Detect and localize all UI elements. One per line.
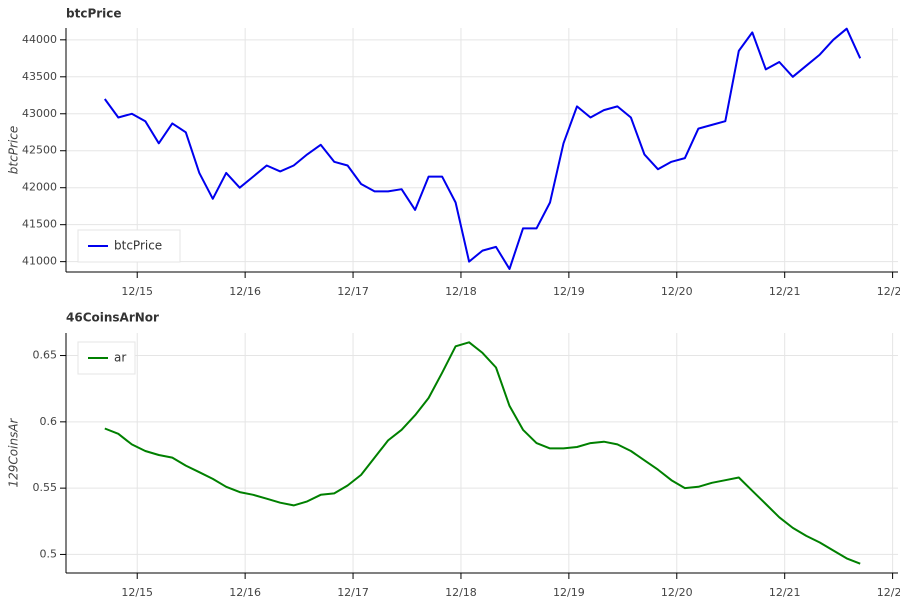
x-tick-label: 12/20 <box>661 586 693 599</box>
x-tick-label: 12/22 <box>877 586 900 599</box>
x-tick-label: 12/19 <box>553 285 585 298</box>
x-tick-label: 12/19 <box>553 586 585 599</box>
x-tick-label: 12/21 <box>769 586 801 599</box>
y-tick-label: 42000 <box>22 181 57 194</box>
x-tick-label: 12/17 <box>337 285 369 298</box>
x-tick-label: 12/16 <box>229 285 261 298</box>
y-tick-label: 42500 <box>22 144 57 157</box>
series-line <box>104 341 861 565</box>
y-tick-label: 43000 <box>22 107 57 120</box>
y-tick-label: 0.65 <box>33 349 58 362</box>
y-axis-label: 129CoinsAr <box>7 417 21 487</box>
legend-label: ar <box>114 351 126 365</box>
y-axis-label: btcPrice <box>7 126 21 174</box>
chart-title: btcPrice <box>66 7 122 21</box>
x-tick-label: 12/15 <box>121 285 153 298</box>
series-line <box>103 27 862 270</box>
y-tick-label: 41000 <box>22 255 57 268</box>
chart-title: 46CoinsArNor <box>66 311 159 325</box>
x-tick-label: 12/15 <box>121 586 153 599</box>
x-tick-label: 12/16 <box>229 586 261 599</box>
y-tick-label: 0.55 <box>33 481 58 494</box>
x-tick-label: 12/22 <box>877 285 900 298</box>
legend-label: btcPrice <box>114 239 162 253</box>
y-tick-label: 0.6 <box>40 415 58 428</box>
y-tick-label: 43500 <box>22 70 57 83</box>
x-tick-label: 12/21 <box>769 285 801 298</box>
y-tick-label: 41500 <box>22 218 57 231</box>
x-tick-label: 12/20 <box>661 285 693 298</box>
x-tick-label: 12/18 <box>445 586 477 599</box>
x-tick-label: 12/18 <box>445 285 477 298</box>
y-tick-label: 44000 <box>22 33 57 46</box>
x-tick-label: 12/17 <box>337 586 369 599</box>
y-tick-label: 0.5 <box>40 547 58 560</box>
